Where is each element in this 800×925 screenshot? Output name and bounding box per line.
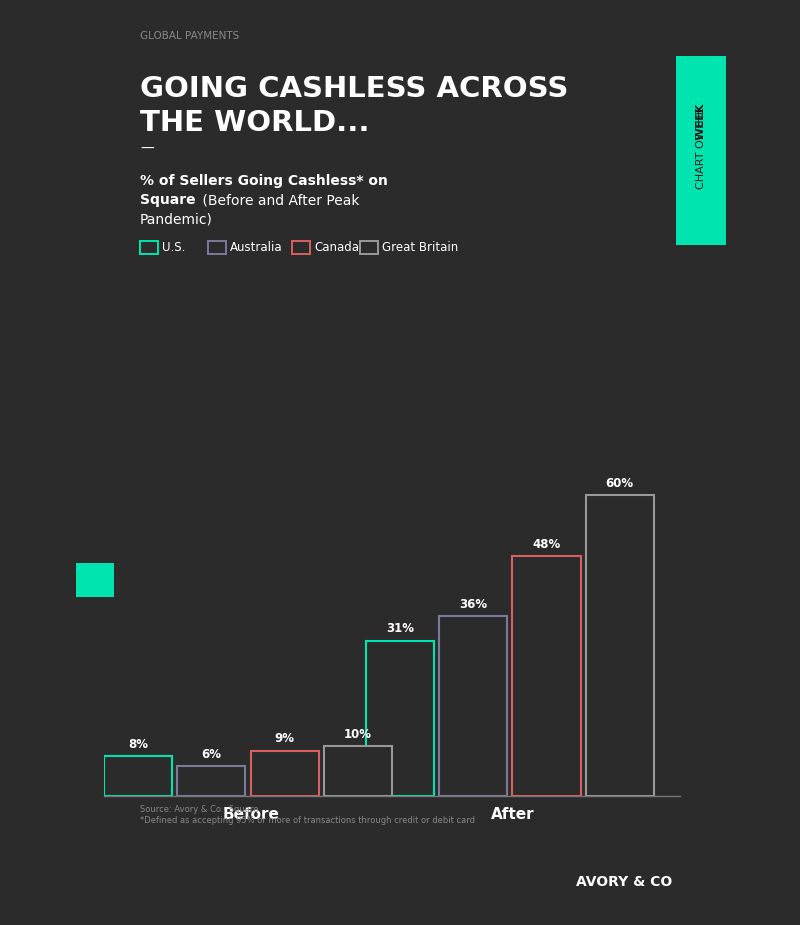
Text: 60%: 60%: [606, 477, 634, 490]
Text: GLOBAL PAYMENTS: GLOBAL PAYMENTS: [140, 31, 239, 41]
Text: Source: Avory & Co., Square: Source: Avory & Co., Square: [140, 805, 258, 814]
Bar: [324, 746, 392, 796]
Text: Pandemic): Pandemic): [140, 213, 213, 227]
Text: Square: Square: [140, 193, 196, 207]
Text: GOING CASHLESS ACROSS: GOING CASHLESS ACROSS: [140, 75, 568, 103]
Text: *Defined as accepting 95% or more of transactions through credit or debit card: *Defined as accepting 95% or more of tra…: [140, 816, 475, 825]
Text: (Before and After Peak: (Before and After Peak: [198, 193, 360, 207]
Text: 9%: 9%: [274, 733, 294, 746]
Text: 36%: 36%: [459, 598, 487, 611]
Text: THE WORLD...: THE WORLD...: [140, 109, 370, 137]
Bar: [104, 756, 172, 796]
Text: —: —: [140, 142, 154, 155]
Text: % of Sellers Going Cashless* on: % of Sellers Going Cashless* on: [140, 174, 388, 188]
Text: AVORY & CO: AVORY & CO: [576, 875, 672, 889]
Bar: [439, 615, 507, 796]
Text: Canada: Canada: [314, 241, 359, 254]
Text: 48%: 48%: [532, 537, 561, 550]
Bar: [250, 750, 318, 796]
Text: CHART OF THE: CHART OF THE: [696, 104, 706, 189]
Text: 31%: 31%: [386, 623, 414, 635]
Text: 10%: 10%: [344, 727, 372, 741]
Text: U.S.: U.S.: [162, 241, 186, 254]
Text: Australia: Australia: [230, 241, 283, 254]
Bar: [513, 556, 581, 796]
Bar: [178, 766, 246, 796]
Bar: [366, 640, 434, 796]
Text: 6%: 6%: [202, 747, 222, 760]
Text: 8%: 8%: [128, 737, 148, 750]
Bar: [586, 496, 654, 796]
Text: Great Britain: Great Britain: [382, 241, 458, 254]
Text: WEEK: WEEK: [696, 104, 706, 190]
